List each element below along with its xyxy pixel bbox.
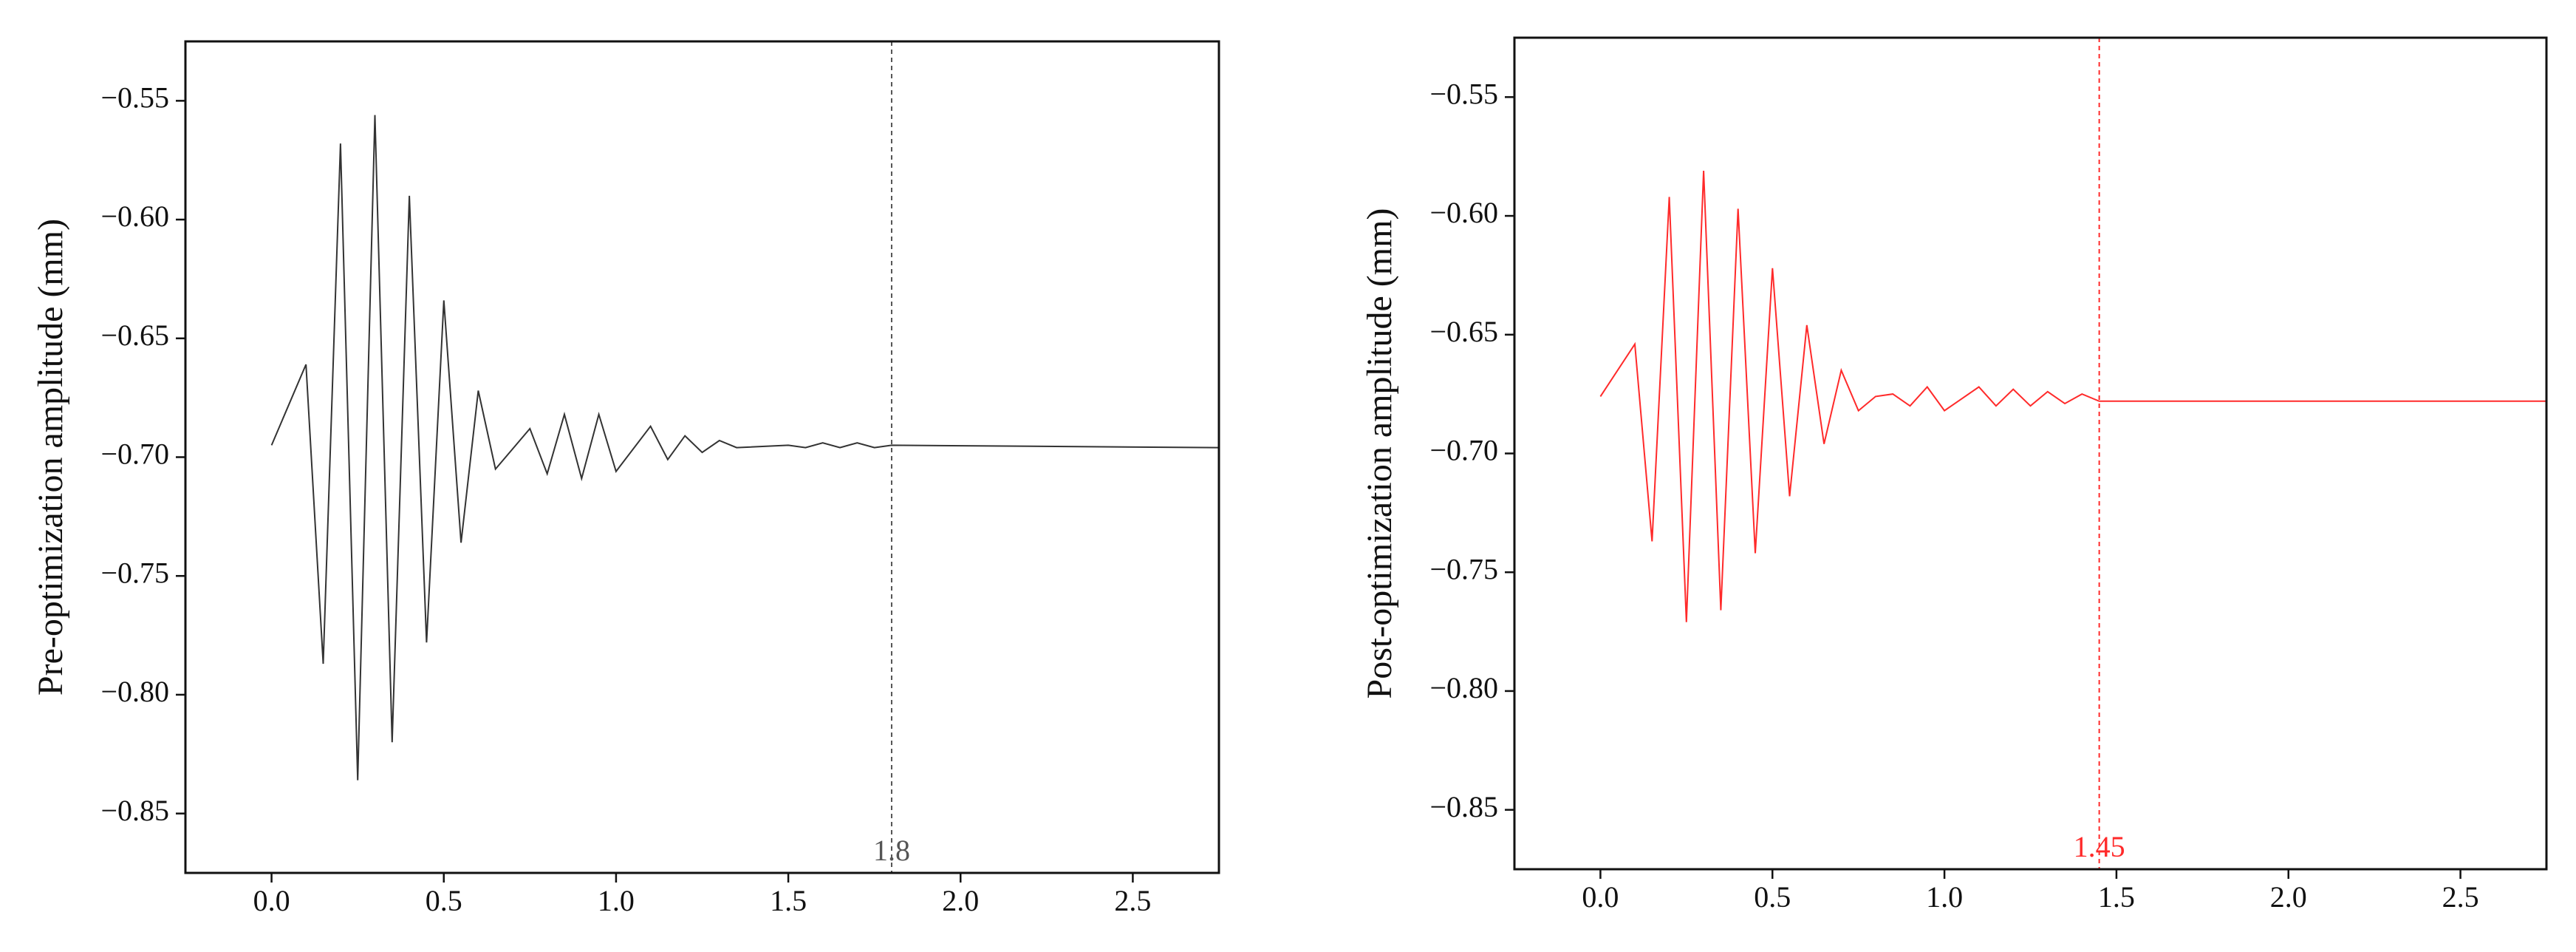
y-tick-label: −0.55 xyxy=(100,81,169,115)
x-tick-label: 0.0 xyxy=(253,884,290,917)
x-tick-label: 1.0 xyxy=(1926,880,1963,914)
y-axis-label: Pre-optimization amplitude (mm) xyxy=(31,219,70,696)
y-tick-label: −0.65 xyxy=(100,319,169,352)
y-axis-label: Post-optimization amplitude (mm) xyxy=(1360,208,1399,699)
y-tick-label: −0.75 xyxy=(100,556,169,589)
plot-frame xyxy=(184,40,1220,874)
y-tick-label: −0.70 xyxy=(100,438,169,471)
x-tick-label: 1.0 xyxy=(598,884,635,917)
y-tick-label: −0.80 xyxy=(1429,671,1498,704)
x-tick-label: 0.5 xyxy=(426,884,462,917)
y-tick-label: −0.65 xyxy=(1429,315,1498,348)
data-line xyxy=(270,115,1220,781)
y-tick-label: −0.55 xyxy=(1429,78,1498,111)
x-tick-label: 0.5 xyxy=(1754,880,1791,914)
y-tick-label: −0.75 xyxy=(1429,552,1498,585)
x-tick-label: 2.5 xyxy=(1114,884,1151,917)
y-tick-label: −0.85 xyxy=(100,794,169,827)
x-tick-label: 2.0 xyxy=(2270,880,2307,914)
y-tick-label: −0.85 xyxy=(1429,790,1498,823)
x-tick-label: 0.0 xyxy=(1582,880,1619,914)
x-tick-label: 1.5 xyxy=(2098,880,2135,914)
y-tick-label: −0.60 xyxy=(1429,196,1498,229)
y-tick-label: −0.70 xyxy=(1429,434,1498,467)
y-tick-label: −0.80 xyxy=(100,675,169,708)
reference-label: 1.8 xyxy=(873,834,910,867)
x-tick-label: 2.0 xyxy=(942,884,979,917)
data-line xyxy=(1599,170,2546,622)
reference-label: 1.45 xyxy=(2074,830,2125,863)
x-tick-label: 1.5 xyxy=(770,884,807,917)
y-tick-label: −0.60 xyxy=(100,200,169,233)
plot-frame xyxy=(1513,36,2548,871)
x-tick-label: 2.5 xyxy=(2442,880,2479,914)
